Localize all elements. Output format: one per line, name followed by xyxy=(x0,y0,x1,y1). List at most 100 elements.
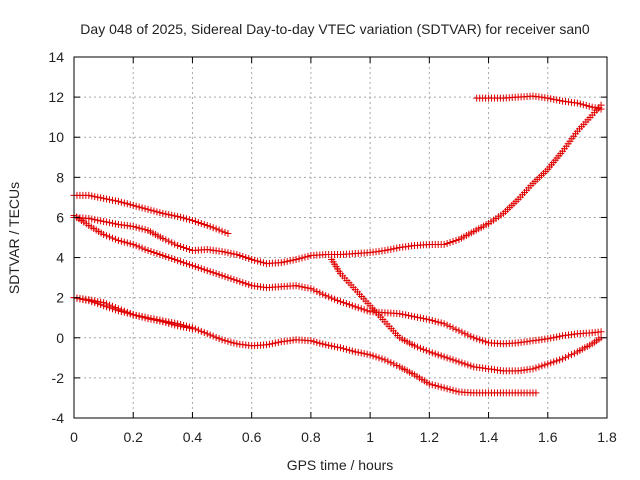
data-point xyxy=(538,362,546,370)
data-point xyxy=(191,217,199,225)
data-point xyxy=(242,254,250,262)
data-point xyxy=(97,301,105,309)
data-point xyxy=(363,307,371,315)
data-point xyxy=(591,104,599,112)
data-point xyxy=(245,255,253,263)
data-point xyxy=(111,306,119,314)
data-point xyxy=(360,306,368,314)
data-point xyxy=(97,217,105,225)
data-point xyxy=(123,239,131,247)
data-point xyxy=(319,340,327,348)
data-point xyxy=(328,294,336,302)
data-point xyxy=(197,265,205,273)
data-point xyxy=(348,347,356,355)
data-point xyxy=(144,205,152,213)
x-tick-label: 1.8 xyxy=(597,429,617,445)
x-tick-label: 0.8 xyxy=(301,429,321,445)
data-point xyxy=(428,317,436,325)
data-point xyxy=(165,319,173,327)
plot-frame xyxy=(73,56,608,419)
data-point xyxy=(126,310,134,318)
data-point xyxy=(150,207,158,215)
data-point xyxy=(446,323,454,331)
data-point xyxy=(174,212,182,220)
data-point xyxy=(168,211,176,219)
data-point xyxy=(405,312,413,320)
data-point xyxy=(171,212,179,220)
data-point xyxy=(100,217,108,225)
data-point xyxy=(185,216,193,224)
data-point xyxy=(111,220,119,228)
data-point xyxy=(378,355,386,363)
y-tick-label: 4 xyxy=(56,250,64,266)
x-tick-label: 1.6 xyxy=(538,429,558,445)
data-point xyxy=(384,246,392,254)
data-point xyxy=(150,316,158,324)
data-point xyxy=(257,258,265,266)
data-point xyxy=(123,309,131,317)
data-point xyxy=(129,201,137,209)
data-point xyxy=(304,284,312,292)
data-point xyxy=(535,363,543,371)
data-point xyxy=(588,103,596,111)
x-tick-label: 1.4 xyxy=(479,429,499,445)
data-point xyxy=(455,327,463,335)
data-point xyxy=(183,260,191,268)
data-point xyxy=(594,104,602,112)
data-point xyxy=(212,225,220,233)
data-point xyxy=(597,105,605,113)
data-point xyxy=(221,273,229,281)
data-point xyxy=(174,322,182,330)
data-point xyxy=(168,255,176,263)
data-point xyxy=(390,360,398,368)
data-point xyxy=(366,351,374,359)
y-tick-label: 8 xyxy=(56,169,64,185)
data-point xyxy=(156,209,164,217)
data-point xyxy=(334,296,342,304)
data-point xyxy=(464,361,472,369)
data-point xyxy=(180,214,188,222)
data-point xyxy=(298,283,306,291)
data-point xyxy=(556,97,564,105)
data-point xyxy=(337,298,344,306)
data-point xyxy=(162,253,170,261)
data-point xyxy=(224,274,232,282)
data-point xyxy=(233,277,241,285)
data-point xyxy=(138,204,146,212)
data-point xyxy=(464,331,472,339)
data-point xyxy=(461,330,469,338)
data-point xyxy=(544,360,552,368)
y-tick-label: 10 xyxy=(48,129,64,145)
series-track-3 xyxy=(70,211,605,348)
data-point xyxy=(437,352,445,360)
data-point xyxy=(76,295,84,303)
data-point xyxy=(553,357,561,365)
data-point xyxy=(206,268,214,276)
data-point xyxy=(295,255,303,263)
data-point xyxy=(570,349,578,357)
data-point xyxy=(458,359,466,367)
data-point xyxy=(325,341,333,349)
data-point xyxy=(120,238,128,246)
data-point xyxy=(185,261,193,269)
data-point xyxy=(126,240,134,248)
data-point xyxy=(363,350,371,358)
data-point xyxy=(129,241,137,249)
data-point xyxy=(541,361,549,369)
axis-ticks xyxy=(73,56,608,419)
data-point xyxy=(114,197,122,205)
data-point xyxy=(470,334,478,342)
data-point xyxy=(345,301,353,309)
data-point xyxy=(239,253,247,261)
data-point xyxy=(200,220,208,228)
data-point xyxy=(277,259,285,267)
data-point xyxy=(579,101,587,109)
data-point xyxy=(292,282,300,290)
data-point xyxy=(260,259,268,267)
data-point xyxy=(212,270,220,278)
data-point xyxy=(437,319,445,327)
data-point xyxy=(114,237,122,245)
data-point xyxy=(85,297,93,305)
y-tick-label: 0 xyxy=(56,330,64,346)
data-point xyxy=(413,313,421,321)
